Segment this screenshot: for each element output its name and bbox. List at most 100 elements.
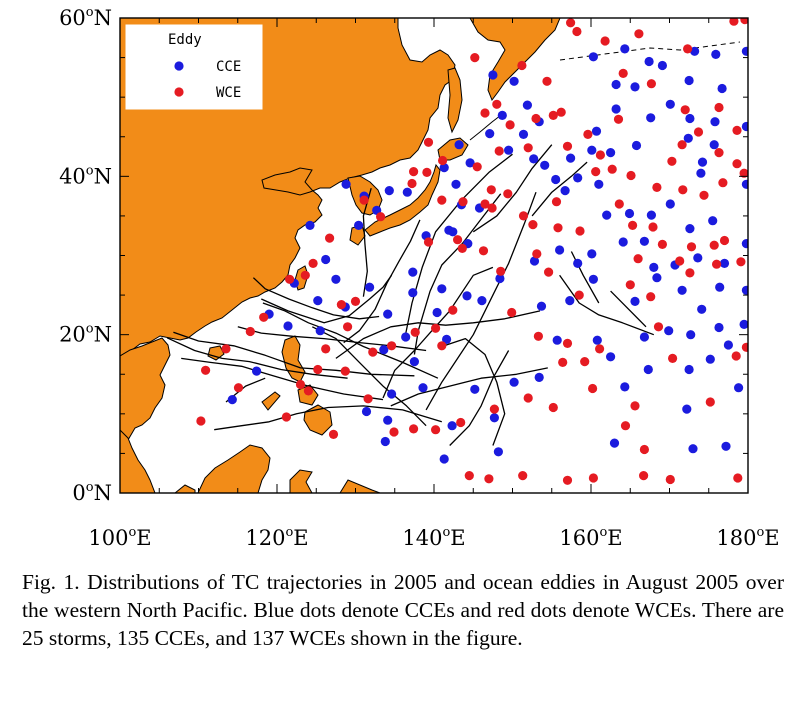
wce-dot: [532, 249, 542, 259]
tc-track: [441, 337, 506, 446]
cce-dot: [631, 140, 642, 151]
wce-dot: [548, 110, 558, 120]
wce-dot: [718, 178, 728, 188]
cce-dot: [321, 254, 331, 265]
wce-dot: [245, 326, 255, 337]
cce-dot: [592, 335, 602, 345]
cce-dot: [606, 352, 616, 362]
cce-dot: [620, 44, 630, 54]
wce-dot: [359, 195, 369, 205]
cce-dot: [688, 444, 698, 454]
legend-cce-dot: [174, 61, 184, 71]
cce-dot: [611, 79, 621, 90]
wce-dot: [551, 197, 562, 207]
wce-dot: [431, 425, 441, 435]
wce-dot: [308, 258, 318, 268]
cce-dot: [717, 83, 727, 94]
cce-dot: [437, 284, 447, 294]
wce-dot: [580, 357, 590, 367]
cce-dot: [624, 208, 635, 219]
wce-dot: [653, 322, 664, 332]
wce-dot: [668, 353, 678, 363]
cce-dot: [708, 216, 718, 226]
tc-track: [343, 219, 421, 344]
wce-dot: [281, 412, 291, 422]
cce-dot: [611, 104, 621, 114]
wce-dot: [472, 162, 482, 172]
cce-dot: [488, 70, 498, 80]
wce-dot: [614, 199, 624, 209]
figure-caption: Fig. 1. Distributions of TC trajectories…: [22, 568, 784, 652]
lat-label: 0oN: [72, 480, 112, 505]
cce-dot: [602, 210, 612, 220]
cce-dot: [465, 158, 475, 168]
cce-dot: [606, 148, 616, 158]
wce-dot: [368, 347, 378, 357]
cce-dot: [495, 273, 505, 284]
cce-dot: [418, 383, 428, 393]
wce-dot: [648, 222, 658, 232]
cce-dot: [509, 76, 519, 86]
wce-dot: [693, 127, 704, 137]
cce-dot: [354, 220, 364, 230]
wce-dot: [422, 167, 432, 177]
cce-dot: [657, 60, 668, 71]
cce-dot: [719, 258, 730, 268]
caption-text: Distributions of TC trajectories in 2005…: [22, 570, 784, 650]
cce-dot: [652, 273, 662, 283]
wce-dot: [607, 164, 617, 174]
cce-dot: [588, 274, 599, 284]
cce-dot: [639, 332, 650, 342]
land-sumatra: [174, 484, 196, 493]
lon-label: 160oE: [559, 525, 622, 550]
wce-dot: [423, 137, 434, 147]
wce-dot: [453, 235, 463, 245]
tc-track: [362, 188, 372, 297]
tc-trajectories: [166, 144, 655, 446]
cce-dot: [504, 145, 514, 155]
cce-dot: [448, 227, 458, 237]
wce-dot: [503, 189, 513, 199]
cce-dot: [315, 326, 325, 336]
wce-dot: [480, 108, 490, 118]
cce-dot: [685, 113, 695, 124]
cce-dot: [741, 179, 748, 189]
cce-dot: [383, 309, 393, 319]
wce-dot: [680, 105, 690, 115]
wce-dot: [729, 18, 739, 26]
cce-dot: [451, 179, 461, 189]
wce-dot: [496, 266, 506, 276]
wce-dot: [572, 26, 582, 37]
legend-cce-label: CCE: [216, 59, 241, 75]
wce-dot: [562, 141, 573, 151]
legend-wce-dot: [174, 87, 184, 97]
cce-dot: [721, 441, 731, 451]
cce-dot: [573, 258, 583, 268]
wce-dot: [321, 344, 331, 354]
cce-dot: [715, 282, 725, 292]
wce-dot: [464, 471, 474, 481]
wce-dot: [484, 474, 494, 484]
cce-dot: [665, 99, 675, 109]
wce-dot: [478, 246, 489, 256]
wce-dot: [295, 379, 306, 390]
cce-dot: [470, 384, 480, 394]
cce-dot: [331, 274, 341, 284]
wce-dot: [492, 99, 502, 109]
cce-dot: [709, 140, 719, 150]
cce-dot: [447, 421, 457, 431]
wce-dot: [556, 107, 566, 117]
wce-dot: [595, 344, 605, 354]
wce-dot: [548, 402, 558, 413]
land-palawan: [261, 391, 281, 411]
wce-dot: [507, 307, 517, 318]
cce-dot: [697, 304, 707, 314]
tc-track: [261, 274, 393, 324]
cce-dot: [402, 187, 412, 197]
cce-dot: [711, 49, 721, 60]
wce-dot: [719, 235, 730, 246]
cce-dot: [630, 296, 640, 306]
tc-track: [181, 357, 384, 401]
cce-dot: [536, 301, 547, 311]
cce-dot: [739, 319, 748, 329]
